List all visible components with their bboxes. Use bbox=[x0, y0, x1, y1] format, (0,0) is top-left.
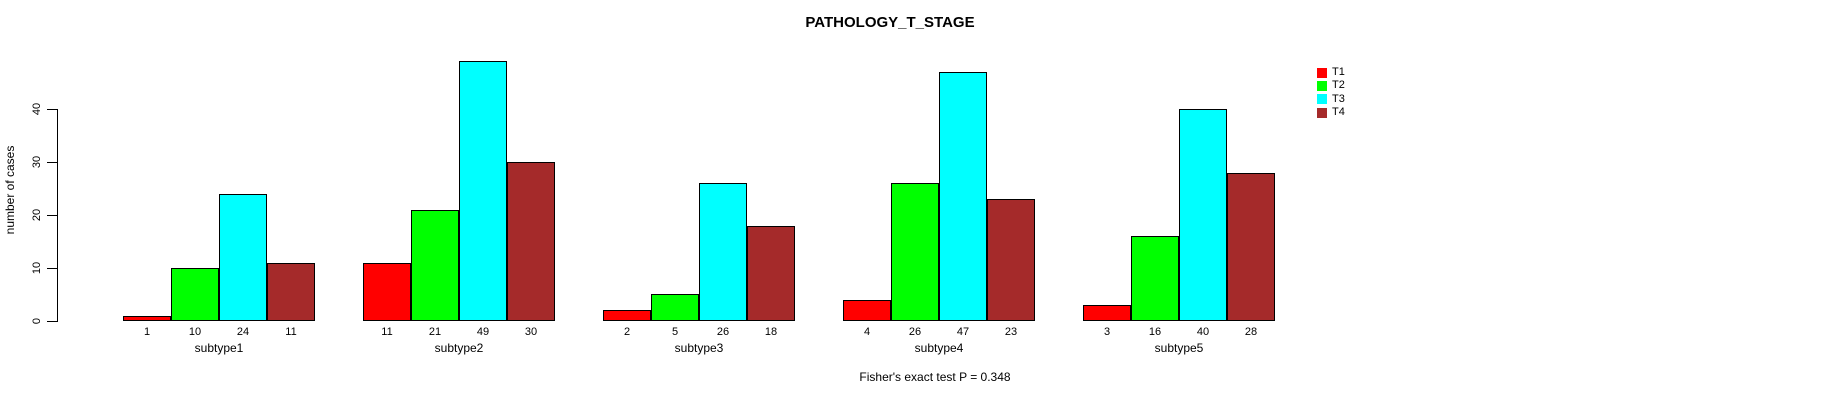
legend-item-T1: T1 bbox=[1317, 66, 1345, 79]
bar-T1-subtype3 bbox=[603, 310, 651, 321]
bar-value-label: 11 bbox=[285, 326, 297, 338]
bar-T3-subtype5 bbox=[1179, 109, 1227, 321]
bar-value-label: 40 bbox=[1196, 326, 1210, 338]
bar-T2-subtype3 bbox=[651, 294, 699, 321]
bar-T4-subtype3 bbox=[747, 226, 795, 321]
fisher-test-annotation: Fisher's exact test P = 0.348 bbox=[859, 370, 1011, 384]
legend-label-T4: T4 bbox=[1332, 106, 1345, 119]
y-tick-label: 40 bbox=[31, 102, 43, 116]
y-tick-label: 0 bbox=[31, 317, 43, 325]
category-label-subtype1: subtype1 bbox=[194, 341, 244, 355]
legend-swatch-T1 bbox=[1317, 67, 1327, 78]
legend-label-T2: T2 bbox=[1332, 79, 1345, 92]
y-tick bbox=[47, 109, 57, 110]
bar-value-label: 16 bbox=[1148, 326, 1162, 338]
bar-value-label: 11 bbox=[381, 326, 393, 338]
bar-T3-subtype3 bbox=[699, 183, 747, 321]
y-axis-label: number of cases bbox=[3, 145, 17, 235]
bar-T4-subtype5 bbox=[1227, 173, 1275, 321]
y-tick-label: 10 bbox=[31, 261, 43, 275]
bar-value-label: 26 bbox=[716, 326, 730, 338]
bar-value-label: 10 bbox=[188, 326, 202, 338]
bar-T1-subtype2 bbox=[363, 263, 411, 321]
bar-value-label: 1 bbox=[143, 326, 151, 338]
category-label-subtype4: subtype4 bbox=[914, 341, 964, 355]
bar-value-label: 5 bbox=[671, 326, 679, 338]
bar-T3-subtype4 bbox=[939, 72, 987, 321]
y-axis-line bbox=[57, 109, 58, 322]
bar-T2-subtype4 bbox=[891, 183, 939, 321]
bar-value-label: 24 bbox=[236, 326, 250, 338]
bar-T2-subtype2 bbox=[411, 210, 459, 321]
bar-T2-subtype1 bbox=[171, 268, 219, 321]
bar-value-label: 26 bbox=[908, 326, 922, 338]
bar-value-label: 2 bbox=[623, 326, 631, 338]
bar-value-label: 4 bbox=[863, 326, 871, 338]
bar-T3-subtype2 bbox=[459, 61, 507, 321]
bar-T4-subtype4 bbox=[987, 199, 1035, 321]
legend-item-T3: T3 bbox=[1317, 93, 1345, 106]
bar-value-label: 23 bbox=[1004, 326, 1018, 338]
y-tick bbox=[47, 268, 57, 269]
y-tick bbox=[47, 162, 57, 163]
legend: T1 T2 T3 T4 bbox=[1317, 66, 1345, 119]
bar-T3-subtype1 bbox=[219, 194, 267, 321]
legend-swatch-T3 bbox=[1317, 94, 1327, 105]
bar-T4-subtype1 bbox=[267, 263, 315, 321]
bar-value-label: 30 bbox=[524, 326, 538, 338]
bar-value-label: 3 bbox=[1103, 326, 1111, 338]
bar-T1-subtype1 bbox=[123, 316, 171, 321]
bar-value-label: 49 bbox=[476, 326, 490, 338]
bar-T1-subtype4 bbox=[843, 300, 891, 321]
y-tick bbox=[47, 215, 57, 216]
legend-item-T4: T4 bbox=[1317, 106, 1345, 119]
bar-T1-subtype5 bbox=[1083, 305, 1131, 321]
category-label-subtype2: subtype2 bbox=[434, 341, 484, 355]
y-tick-label: 20 bbox=[31, 208, 43, 222]
legend-label-T1: T1 bbox=[1332, 66, 1345, 79]
legend-item-T2: T2 bbox=[1317, 79, 1345, 92]
category-label-subtype3: subtype3 bbox=[674, 341, 724, 355]
y-tick-label: 30 bbox=[31, 155, 43, 169]
bar-T4-subtype2 bbox=[507, 162, 555, 321]
chart-title: PATHOLOGY_T_STAGE bbox=[805, 14, 975, 31]
category-label-subtype5: subtype5 bbox=[1154, 341, 1204, 355]
bar-T2-subtype5 bbox=[1131, 236, 1179, 321]
y-tick bbox=[47, 321, 57, 322]
legend-swatch-T4 bbox=[1317, 107, 1327, 118]
bar-value-label: 28 bbox=[1244, 326, 1258, 338]
legend-label-T3: T3 bbox=[1332, 92, 1345, 105]
bar-value-label: 21 bbox=[428, 326, 442, 338]
legend-swatch-T2 bbox=[1317, 80, 1327, 91]
bar-value-label: 18 bbox=[764, 326, 778, 338]
bar-value-label: 47 bbox=[956, 326, 970, 338]
